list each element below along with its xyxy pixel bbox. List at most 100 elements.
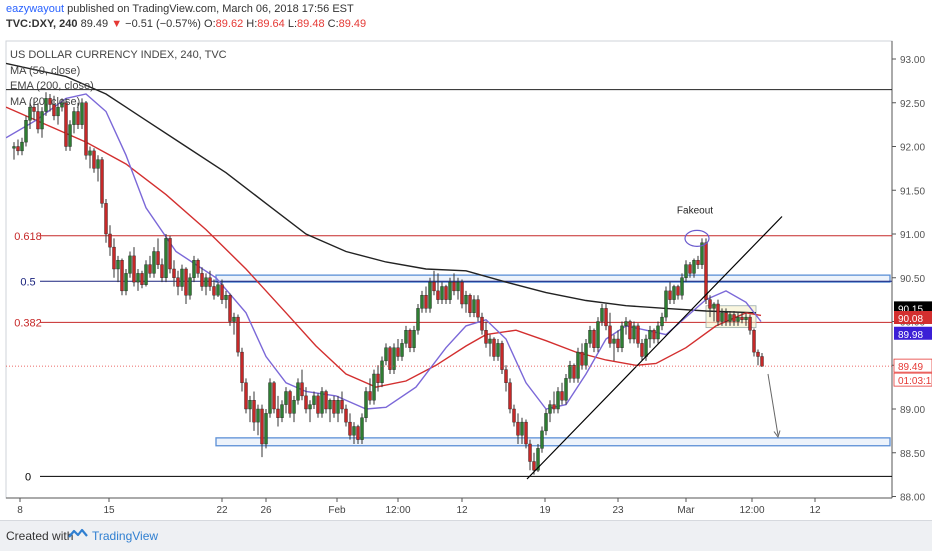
- candle-body: [44, 98, 48, 112]
- candle-body: [248, 400, 252, 410]
- y-tick-label: 92.50: [900, 99, 925, 110]
- moving-average-line: [6, 106, 762, 388]
- candle-body: [244, 382, 248, 410]
- candle-body: [300, 382, 304, 397]
- candle-body: [740, 316, 744, 320]
- candle-body: [216, 284, 220, 296]
- x-tick-label: 12:00: [739, 505, 764, 516]
- candle-body: [680, 277, 684, 296]
- candle-body: [156, 251, 160, 265]
- candle-body: [364, 391, 368, 418]
- candle-body: [280, 404, 284, 418]
- candle-body: [12, 146, 16, 149]
- fib-level-label: 0: [25, 471, 31, 483]
- author-link[interactable]: eazywayout: [6, 3, 65, 15]
- candle-body: [232, 316, 236, 322]
- candle-body: [352, 426, 356, 436]
- candle-body: [720, 312, 724, 322]
- candle-body: [508, 382, 512, 410]
- candle-body: [184, 268, 188, 296]
- candle-body: [576, 351, 580, 379]
- axis-price-tag: [893, 358, 932, 373]
- candle-body: [64, 102, 68, 147]
- candle-body: [24, 120, 28, 143]
- candle-body: [172, 268, 176, 278]
- candle-body: [580, 351, 584, 366]
- candle-body: [736, 316, 740, 322]
- candle-body: [304, 395, 308, 410]
- projection-arrow-icon: [767, 373, 779, 436]
- candle-body: [296, 382, 300, 401]
- candle-body: [624, 321, 628, 327]
- candle-body: [592, 330, 596, 348]
- symbol-label: TVC:DXY, 240: [6, 18, 78, 30]
- created-with-label: Created with: [6, 529, 74, 543]
- ohlc-high-label: H:: [246, 18, 258, 30]
- candle-body: [684, 264, 688, 278]
- candle-body: [544, 413, 548, 432]
- legend-item-ma20[interactable]: MA (20, close): [10, 95, 81, 108]
- x-tick-label: Mar: [677, 505, 695, 516]
- change-arrow-icon: ▼: [111, 18, 123, 30]
- candle-body: [176, 277, 180, 287]
- candle-body: [400, 343, 404, 357]
- candle-body: [760, 356, 764, 367]
- candle-body: [72, 111, 76, 125]
- candle-body: [112, 246, 116, 270]
- fib-level-label: 0.5: [20, 276, 35, 288]
- legend-title: US DOLLAR CURRENCY INDEX, 240, TVC: [10, 49, 227, 61]
- candle-body: [88, 150, 92, 156]
- y-tick-label: 88.50: [900, 449, 925, 460]
- candle-body: [440, 286, 444, 300]
- tradingview-brand-link[interactable]: TradingView: [92, 529, 159, 543]
- ohlc-close-value: 89.49: [338, 18, 367, 30]
- tradingview-logo-icon: [68, 528, 88, 538]
- x-tick-label: 22: [216, 505, 228, 516]
- fakeout-annotation: Fakeout: [677, 206, 713, 217]
- candle-body: [584, 343, 588, 366]
- candle-body: [512, 408, 516, 423]
- candle-body: [100, 159, 104, 204]
- x-tick-label: 12: [456, 505, 468, 516]
- candle-body: [224, 295, 228, 300]
- candle-body: [436, 290, 440, 300]
- candle-body: [656, 325, 660, 340]
- candle-body: [568, 365, 572, 379]
- candle-body: [536, 448, 540, 471]
- ohlc-low-value: 89.48: [297, 18, 325, 30]
- candle-body: [532, 461, 536, 471]
- fakeout-ellipse: [684, 229, 710, 247]
- candle-body: [672, 286, 676, 300]
- candle-body: [444, 286, 448, 300]
- candle-body: [420, 295, 424, 309]
- candle-body: [372, 373, 376, 401]
- candle-body: [332, 400, 336, 414]
- candle-body: [80, 102, 84, 125]
- candle-body: [416, 308, 420, 331]
- legend-item-ema200[interactable]: EMA (200, close): [10, 80, 94, 92]
- candle-body: [496, 343, 500, 357]
- candle-body: [560, 391, 564, 401]
- y-tick-label: 92.00: [900, 143, 925, 154]
- candle-body: [236, 316, 240, 353]
- y-tick-label: 90.50: [900, 274, 925, 285]
- candle-body: [704, 242, 708, 300]
- candle-body: [160, 264, 164, 278]
- candle-body: [268, 382, 272, 414]
- candle-body: [240, 351, 244, 383]
- price-chart[interactable]: 93.0092.5092.0091.5091.0090.5090.0089.50…: [0, 0, 932, 520]
- candle-body: [480, 316, 484, 331]
- candle-body: [108, 233, 112, 248]
- candle-body: [116, 260, 120, 270]
- candle-body: [612, 338, 616, 344]
- axis-price-tag-label: 89.98: [898, 330, 923, 341]
- publish-header: eazywayout published on TradingView.com,…: [6, 3, 354, 15]
- candle-body: [488, 338, 492, 344]
- x-tick-label: 12:00: [385, 505, 410, 516]
- candle-body: [180, 268, 184, 287]
- candle-body: [56, 106, 60, 117]
- candle-body: [128, 255, 132, 274]
- candle-body: [692, 260, 696, 274]
- candle-body: [524, 421, 528, 445]
- legend-item-ma50[interactable]: MA (50, close): [10, 64, 81, 77]
